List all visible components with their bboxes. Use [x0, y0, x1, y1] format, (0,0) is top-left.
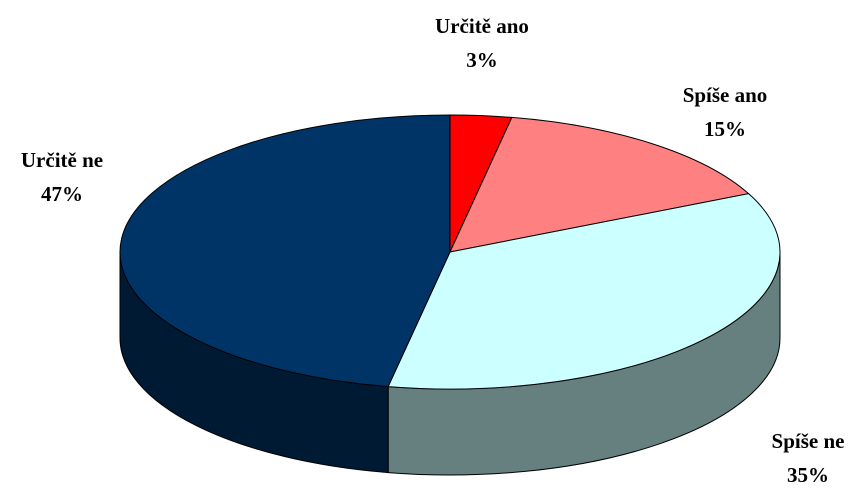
slice	[387, 193, 781, 390]
slice-label: Určitě ano	[435, 14, 529, 38]
slice-label: Určitě ne	[21, 148, 103, 172]
slice-label: Spíše ano	[683, 83, 768, 107]
slice-value-label: 15%	[704, 117, 746, 141]
slice-value-label: 3%	[466, 48, 498, 72]
slice	[449, 116, 750, 253]
slice	[119, 114, 451, 388]
slice-value-label: 35%	[787, 463, 829, 487]
slice-value-label: 47%	[41, 182, 83, 206]
slice-label: Spíše ne	[772, 429, 845, 453]
